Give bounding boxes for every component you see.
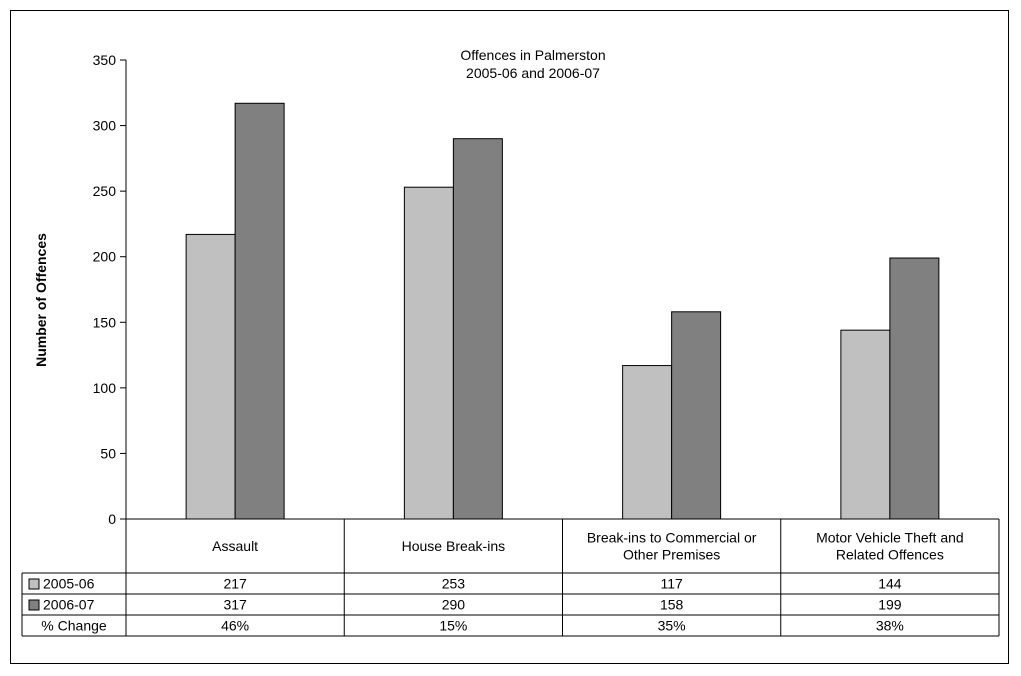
bar-2005-06-2 bbox=[622, 365, 673, 520]
table-row-label: 2005-06 bbox=[43, 576, 95, 592]
table-cell: 46% bbox=[221, 618, 249, 634]
legend-swatch bbox=[28, 578, 40, 590]
chart-frame: Offences in Palmerston 2005-06 and 2006-0… bbox=[10, 10, 1009, 664]
y-tick-label: 350 bbox=[93, 52, 117, 68]
y-tick-label: 100 bbox=[93, 380, 117, 396]
chart-title: Offences in Palmerston 2005-06 and 2006-0… bbox=[460, 47, 605, 81]
chart-title-line: 2005-06 and 2006-07 bbox=[466, 65, 600, 81]
table-cell: 199 bbox=[878, 597, 902, 613]
y-axis-title: Number of Offences bbox=[33, 233, 49, 367]
table-cell: 317 bbox=[223, 597, 247, 613]
bar-2006-07-2 bbox=[671, 311, 722, 520]
table-cell: 217 bbox=[223, 576, 247, 592]
category-label: Other Premises bbox=[623, 547, 720, 563]
bar-2005-06-1 bbox=[403, 186, 454, 520]
y-tick-label: 0 bbox=[108, 511, 116, 527]
y-axis: 0 50 100 150 200 250 300 350 bbox=[93, 52, 127, 527]
y-tick-label: 250 bbox=[93, 183, 117, 199]
category-label: House Break-ins bbox=[402, 538, 506, 554]
bars bbox=[185, 102, 940, 520]
bar-2005-06-3 bbox=[840, 329, 891, 520]
bar-2006-07-0 bbox=[234, 102, 285, 520]
table-cell: 117 bbox=[660, 576, 683, 592]
data-table: Assault House Break-ins Break-ins to Comme… bbox=[21, 518, 1000, 637]
table-row-label: % Change bbox=[41, 618, 107, 634]
y-axis-label: Number of Offences bbox=[33, 233, 49, 367]
table-cell: 144 bbox=[878, 576, 902, 592]
bar-chart: Offences in Palmerston 2005-06 and 2006-0… bbox=[21, 47, 1000, 637]
y-tick-label: 200 bbox=[93, 249, 117, 265]
table-row-label: 2006-07 bbox=[43, 597, 95, 613]
bar-2006-07-3 bbox=[889, 257, 940, 520]
table-cell: 158 bbox=[660, 597, 684, 613]
legend-swatch bbox=[28, 599, 40, 611]
y-tick-label: 300 bbox=[93, 118, 117, 134]
table-cell: 38% bbox=[876, 618, 904, 634]
bar-2005-06-0 bbox=[185, 233, 236, 520]
y-tick-label: 150 bbox=[93, 314, 117, 330]
category-label: Break-ins to Commercial or bbox=[587, 530, 757, 546]
table-cell: 15% bbox=[439, 618, 467, 634]
chart-title-line: Offences in Palmerston bbox=[460, 47, 605, 63]
category-label: Related Offences bbox=[836, 547, 944, 563]
table-cell: 290 bbox=[442, 597, 466, 613]
table-cell: 253 bbox=[442, 576, 466, 592]
table-cell: 35% bbox=[658, 618, 686, 634]
y-tick-label: 50 bbox=[100, 445, 116, 461]
category-label: Assault bbox=[212, 538, 258, 554]
category-label: Motor Vehicle Theft and bbox=[816, 530, 964, 546]
bar-2006-07-1 bbox=[452, 138, 503, 520]
